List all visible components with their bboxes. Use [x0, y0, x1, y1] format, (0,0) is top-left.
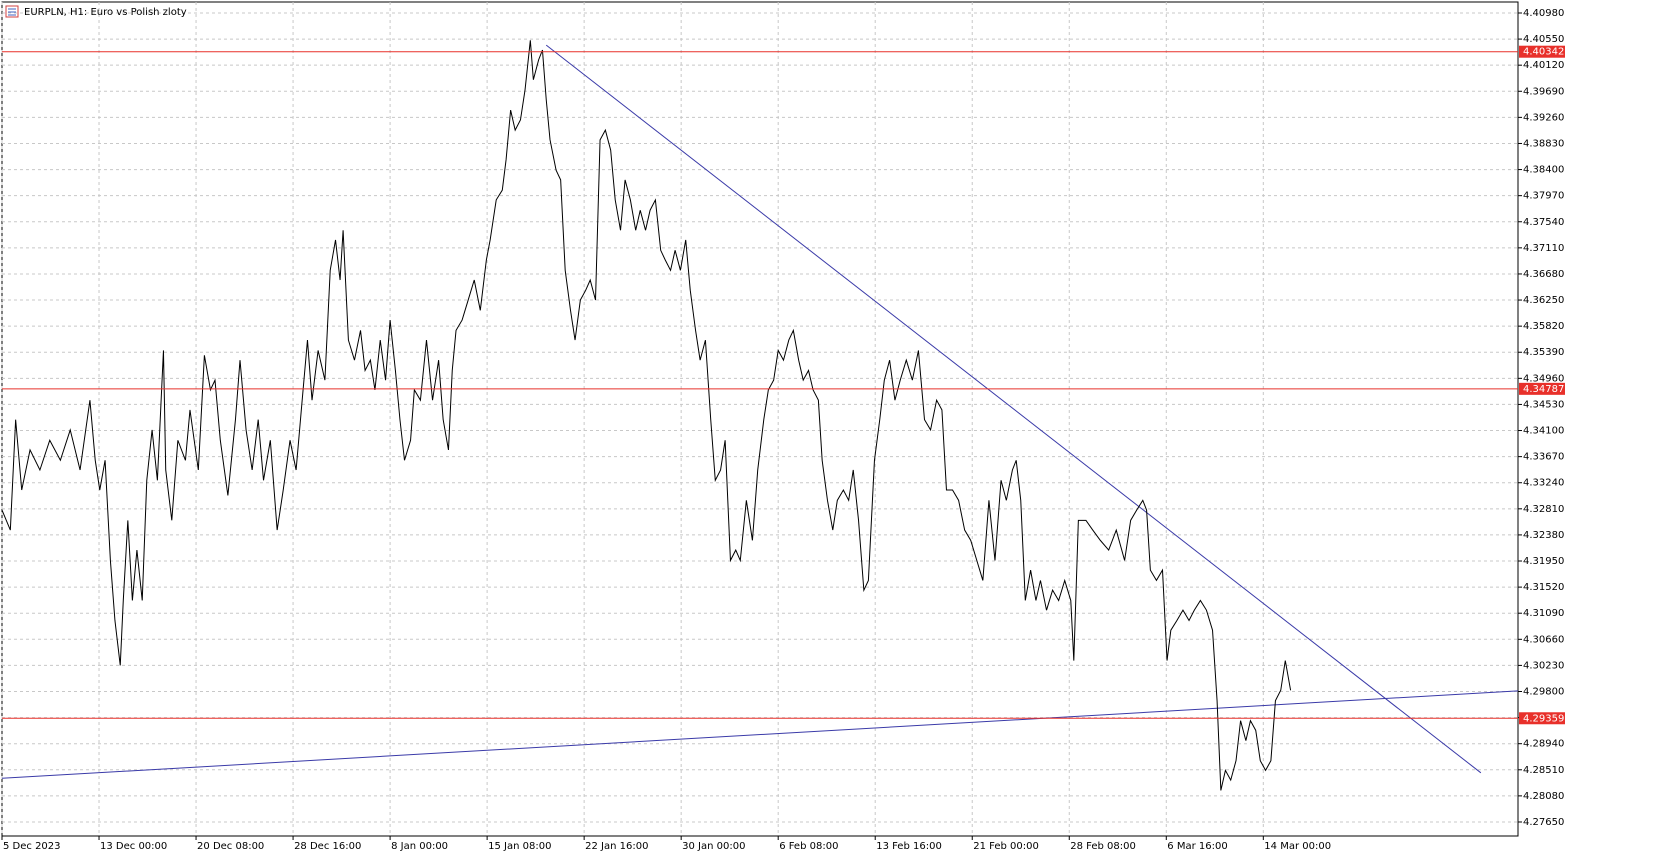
y-tick-label: 4.39260: [1523, 112, 1564, 123]
y-tick-label: 4.40550: [1523, 34, 1564, 45]
x-tick-label: 6 Feb 08:00: [779, 841, 838, 852]
x-tick-label: 14 Mar 00:00: [1264, 841, 1331, 852]
y-tick-label: 4.34960: [1523, 373, 1564, 384]
level-label-bg: [1519, 45, 1565, 58]
y-tick-label: 4.32810: [1523, 504, 1564, 515]
price-line: [1, 40, 1292, 791]
y-tick-label: 4.28940: [1523, 739, 1564, 750]
x-tick-label: 8 Jan 00:00: [391, 841, 448, 852]
y-tick-label: 4.40120: [1523, 60, 1564, 71]
y-tick-label: 4.39690: [1523, 86, 1564, 97]
y-tick-label: 4.37970: [1523, 191, 1564, 202]
y-tick-label: 4.33670: [1523, 452, 1564, 463]
y-tick-label: 4.31520: [1523, 582, 1564, 593]
labels: 4.40980 4.40550 4.40120 4.39690 4.39260 4.388…: [1, 8, 1565, 852]
x-tick-label: 22 Jan 16:00: [585, 841, 648, 852]
x-tick-label: 15 Jan 08:00: [488, 841, 551, 852]
level-label: 4.40342: [1523, 47, 1564, 58]
y-tick-label: 4.32380: [1523, 530, 1564, 541]
y-tick-label: 4.29800: [1523, 686, 1564, 697]
level-label-bg: [1519, 712, 1565, 725]
x-tick-label: 28 Feb 08:00: [1070, 841, 1136, 852]
trend-line: [1, 690, 1519, 779]
y-tick-label: 4.28510: [1523, 765, 1564, 776]
y-tick-label: 4.33240: [1523, 478, 1564, 489]
x-tick-label: 20 Dec 08:00: [197, 841, 264, 852]
x-tick-label: 21 Feb 00:00: [973, 841, 1039, 852]
level-label-bg: [1519, 382, 1565, 395]
y-tick-label: 4.27650: [1523, 817, 1564, 828]
x-tick-label: 30 Jan 00:00: [682, 841, 745, 852]
y-tick-label: 4.36250: [1523, 295, 1564, 306]
symbol-icon: [5, 5, 19, 18]
y-tick-label: 4.36680: [1523, 269, 1564, 280]
y-tick-label: 4.34530: [1523, 399, 1564, 410]
x-tick-label: 6 Mar 16:00: [1167, 841, 1227, 852]
y-tick-label: 4.38830: [1523, 138, 1564, 149]
plot-frame: [1, 1, 1519, 837]
y-tick-label: 4.40980: [1523, 8, 1564, 19]
x-tick-label: 28 Dec 16:00: [294, 841, 361, 852]
y-tick-label: 4.31090: [1523, 608, 1564, 619]
x-tick-label: 5 Dec 2023: [3, 841, 61, 852]
x-tick-label: 13 Dec 00:00: [100, 841, 167, 852]
y-tick-label: 4.30660: [1523, 634, 1564, 645]
y-tick-label: 4.37110: [1523, 243, 1564, 254]
x-tick-label: 13 Feb 16:00: [876, 841, 942, 852]
y-tick-label: 4.35390: [1523, 347, 1564, 358]
chart-title: EURPLN, H1: Euro vs Polish zloty: [24, 7, 187, 18]
level-label: 4.29359: [1523, 713, 1564, 724]
marks: [1, 40, 1519, 791]
y-tick-label: 4.30230: [1523, 660, 1564, 671]
y-tick-label: 4.35820: [1523, 321, 1564, 332]
y-tick-label: 4.28080: [1523, 791, 1564, 802]
y-tick-label: 4.34100: [1523, 426, 1564, 437]
y-tick-label: 4.37540: [1523, 217, 1564, 228]
trend-line: [545, 44, 1482, 774]
y-tick-label: 4.38400: [1523, 165, 1564, 176]
level-label: 4.34787: [1523, 384, 1564, 395]
y-tick-label: 4.31950: [1523, 556, 1564, 567]
grid: [1, 2, 1518, 836]
